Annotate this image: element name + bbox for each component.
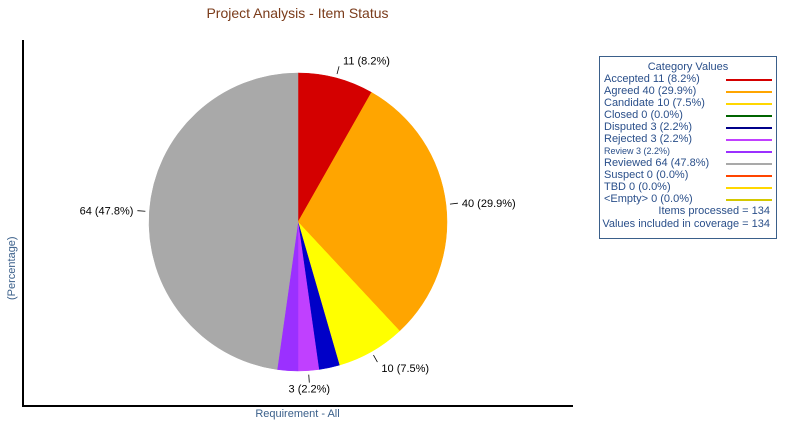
legend-entry-swatch	[726, 115, 772, 117]
chart-title: Project Analysis - Item Status	[206, 5, 389, 21]
legend-entry: Agreed 40 (29.9%)	[600, 85, 776, 97]
data-label: 40 (29.9%)	[462, 198, 516, 210]
legend-entry-swatch	[726, 127, 772, 129]
legend-entry-swatch	[726, 151, 772, 153]
legend-entry: <Empty> 0 (0.0%)	[600, 193, 776, 205]
legend-entry-swatch	[726, 139, 772, 141]
data-label: 64 (47.8%)	[80, 206, 134, 218]
legend-entry-label: Reviewed 64 (47.8%)	[604, 157, 710, 169]
data-label-leader	[449, 202, 458, 205]
legend-entry-label: Suspect 0 (0.0%)	[604, 169, 689, 181]
legend: Category Values Accepted 11 (8.2%) Agreed…	[599, 56, 777, 239]
legend-entry-label: TBD 0 (0.0%)	[604, 181, 671, 193]
legend-items: Accepted 11 (8.2%) Agreed 40 (29.9%) Candi…	[600, 73, 776, 205]
items-processed: Items processed = 134	[658, 205, 770, 217]
data-label-leader	[336, 66, 340, 75]
values-included: Values included in coverage = 134	[602, 218, 770, 230]
legend-entry: Review 3 (2.2%)	[600, 145, 776, 157]
legend-entry: Disputed 3 (2.2%)	[600, 121, 776, 133]
legend-entry-swatch	[726, 91, 772, 93]
legend-entry: Reviewed 64 (47.8%)	[600, 157, 776, 169]
pie-chart: 11 (8.2%) 40 (29.9%) 10 (7.5%) 3 (2.2%) 64 (…	[80, 55, 516, 396]
legend-entry-swatch	[726, 79, 772, 81]
legend-entry-label: Accepted 11 (8.2%)	[604, 73, 700, 85]
legend-entry-swatch	[726, 103, 772, 105]
legend-entry-label: Rejected 3 (2.2%)	[604, 133, 693, 145]
legend-entry-swatch	[726, 187, 772, 189]
legend-entry: Suspect 0 (0.0%)	[600, 169, 776, 181]
legend-entry-label: Disputed 3 (2.2%)	[604, 121, 693, 133]
pie-slice-agreed	[297, 92, 448, 332]
legend-entry: Rejected 3 (2.2%)	[600, 133, 776, 145]
legend-entry-swatch	[726, 175, 772, 177]
y-axis-line	[22, 40, 24, 406]
legend-title: Category Values	[647, 61, 729, 73]
legend-entry-label: Review 3 (2.2%)	[604, 146, 671, 156]
data-label: 10 (7.5%)	[381, 363, 429, 375]
legend-entry-label: Closed 0 (0.0%)	[604, 109, 683, 121]
legend-entry: TBD 0 (0.0%)	[600, 181, 776, 193]
data-label: 3 (2.2%)	[289, 384, 331, 396]
data-label-leader	[308, 374, 310, 383]
x-axis-line	[22, 405, 573, 407]
legend-entry-swatch	[726, 199, 772, 201]
legend-entry-swatch	[726, 163, 772, 165]
legend-entry: Closed 0 (0.0%)	[600, 109, 776, 121]
legend-entry-label: <Empty> 0 (0.0%)	[604, 193, 693, 205]
pie-slice-reviewed	[148, 72, 299, 370]
legend-entry-label: Candidate 10 (7.5%)	[604, 97, 705, 109]
legend-entry: Accepted 11 (8.2%)	[600, 73, 776, 85]
data-label: 11 (8.2%)	[343, 55, 390, 67]
legend-entry: Candidate 10 (7.5%)	[600, 97, 776, 109]
legend-entry-label: Agreed 40 (29.9%)	[604, 85, 697, 97]
data-label-leader	[137, 210, 146, 212]
x-axis-label: Requirement - All	[255, 408, 340, 420]
data-label-leader	[373, 354, 378, 363]
